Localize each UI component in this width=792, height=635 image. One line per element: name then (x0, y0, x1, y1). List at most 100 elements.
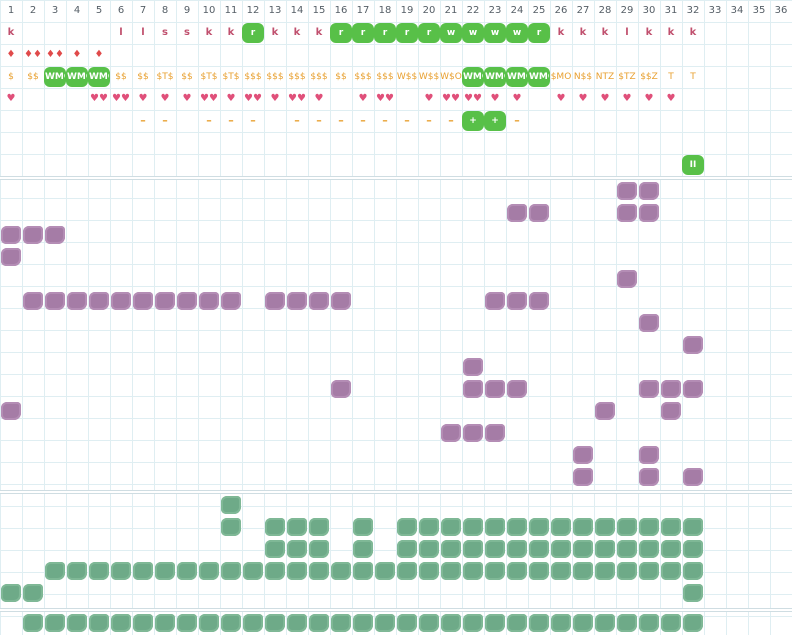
green-badge[interactable]: WMO (463, 68, 483, 86)
heart-icon[interactable]: ♥♥ (90, 93, 108, 104)
green-block[interactable] (45, 614, 65, 632)
green-block[interactable] (199, 562, 219, 580)
purple-block[interactable] (639, 182, 659, 200)
purple-block[interactable] (507, 204, 527, 222)
green-block[interactable] (111, 614, 131, 632)
cell-mark[interactable]: – (426, 114, 432, 127)
cell-mark[interactable]: NTZ (595, 72, 615, 82)
green-block[interactable] (507, 614, 527, 632)
heart-icon[interactable]: ♥♥ (112, 93, 130, 104)
cell-mark[interactable]: W$$ (418, 72, 440, 82)
green-block[interactable] (111, 562, 131, 580)
green-block[interactable] (529, 614, 549, 632)
heart-icon[interactable]: ♥ (512, 93, 522, 104)
green-block[interactable] (441, 518, 461, 536)
cell-mark[interactable]: s (184, 27, 190, 38)
green-block[interactable] (331, 614, 351, 632)
purple-block[interactable] (1, 402, 21, 420)
cell-mark[interactable]: k (205, 27, 213, 38)
heart-icon[interactable]: ♥ (6, 93, 16, 104)
green-block[interactable] (419, 518, 439, 536)
heart-icon[interactable]: ♥ (666, 93, 676, 104)
heart-icon[interactable]: ♥♥ (442, 93, 460, 104)
green-badge[interactable]: WMO (485, 68, 505, 86)
green-block[interactable] (243, 562, 263, 580)
purple-block[interactable] (661, 380, 681, 398)
green-block[interactable] (529, 540, 549, 558)
green-block[interactable] (507, 562, 527, 580)
cell-mark[interactable]: – (316, 114, 322, 127)
green-block[interactable] (397, 540, 417, 558)
cell-mark[interactable]: $TZ (618, 72, 636, 82)
green-block[interactable] (661, 540, 681, 558)
green-block[interactable] (551, 614, 571, 632)
cell-mark[interactable]: k (271, 27, 279, 38)
drop-icon[interactable]: ♦♦ (24, 49, 42, 60)
purple-block[interactable] (639, 204, 659, 222)
green-block[interactable] (67, 614, 87, 632)
cell-mark[interactable]: $$$ (376, 72, 394, 82)
purple-block[interactable] (23, 226, 43, 244)
green-block[interactable] (595, 614, 615, 632)
purple-block[interactable] (595, 402, 615, 420)
green-block[interactable] (639, 614, 659, 632)
green-block[interactable] (265, 614, 285, 632)
cell-mark[interactable]: k (579, 27, 587, 38)
heart-icon[interactable]: ♥ (160, 93, 170, 104)
green-badge[interactable]: w (507, 24, 527, 42)
heart-icon[interactable]: ♥♥ (288, 93, 306, 104)
green-block[interactable] (221, 614, 241, 632)
purple-block[interactable] (683, 468, 703, 486)
cell-mark[interactable]: k (645, 27, 653, 38)
purple-block[interactable] (463, 380, 483, 398)
green-block[interactable] (485, 614, 505, 632)
cell-mark[interactable]: s (162, 27, 168, 38)
purple-block[interactable] (529, 204, 549, 222)
green-block[interactable] (551, 540, 571, 558)
green-block[interactable] (441, 562, 461, 580)
purple-block[interactable] (265, 292, 285, 310)
green-badge[interactable]: WMO (67, 68, 87, 86)
drop-icon[interactable]: ♦ (6, 49, 16, 60)
cell-mark[interactable]: k (293, 27, 301, 38)
purple-block[interactable] (133, 292, 153, 310)
green-block[interactable] (507, 540, 527, 558)
purple-block[interactable] (199, 292, 219, 310)
green-block[interactable] (353, 540, 373, 558)
heart-icon[interactable]: ♥ (556, 93, 566, 104)
heart-icon[interactable]: ♥♥ (200, 93, 218, 104)
purple-block[interactable] (463, 424, 483, 442)
purple-block[interactable] (485, 380, 505, 398)
cell-mark[interactable]: k (315, 27, 323, 38)
green-block[interactable] (463, 518, 483, 536)
green-badge[interactable]: + (463, 112, 483, 130)
heart-icon[interactable]: ♥ (578, 93, 588, 104)
green-block[interactable] (23, 614, 43, 632)
green-block[interactable] (639, 540, 659, 558)
heart-icon[interactable]: ♥ (226, 93, 236, 104)
green-badge[interactable]: r (375, 24, 395, 42)
heart-icon[interactable]: ♥ (358, 93, 368, 104)
purple-block[interactable] (287, 292, 307, 310)
green-block[interactable] (353, 614, 373, 632)
green-block[interactable] (463, 540, 483, 558)
green-block[interactable] (573, 518, 593, 536)
cell-mark[interactable]: k (667, 27, 675, 38)
green-block[interactable] (683, 562, 703, 580)
purple-block[interactable] (463, 358, 483, 376)
cell-mark[interactable]: $$ (181, 72, 193, 82)
green-badge[interactable]: r (353, 24, 373, 42)
green-block[interactable] (573, 562, 593, 580)
green-block[interactable] (683, 518, 703, 536)
heart-icon[interactable]: ♥ (138, 93, 148, 104)
green-block[interactable] (309, 562, 329, 580)
cell-mark[interactable]: $MO (550, 72, 572, 82)
green-block[interactable] (397, 614, 417, 632)
green-block[interactable] (507, 518, 527, 536)
purple-block[interactable] (573, 468, 593, 486)
purple-block[interactable] (331, 292, 351, 310)
green-block[interactable] (133, 562, 153, 580)
green-block[interactable] (595, 562, 615, 580)
green-badge[interactable]: w (463, 24, 483, 42)
green-block[interactable] (683, 540, 703, 558)
